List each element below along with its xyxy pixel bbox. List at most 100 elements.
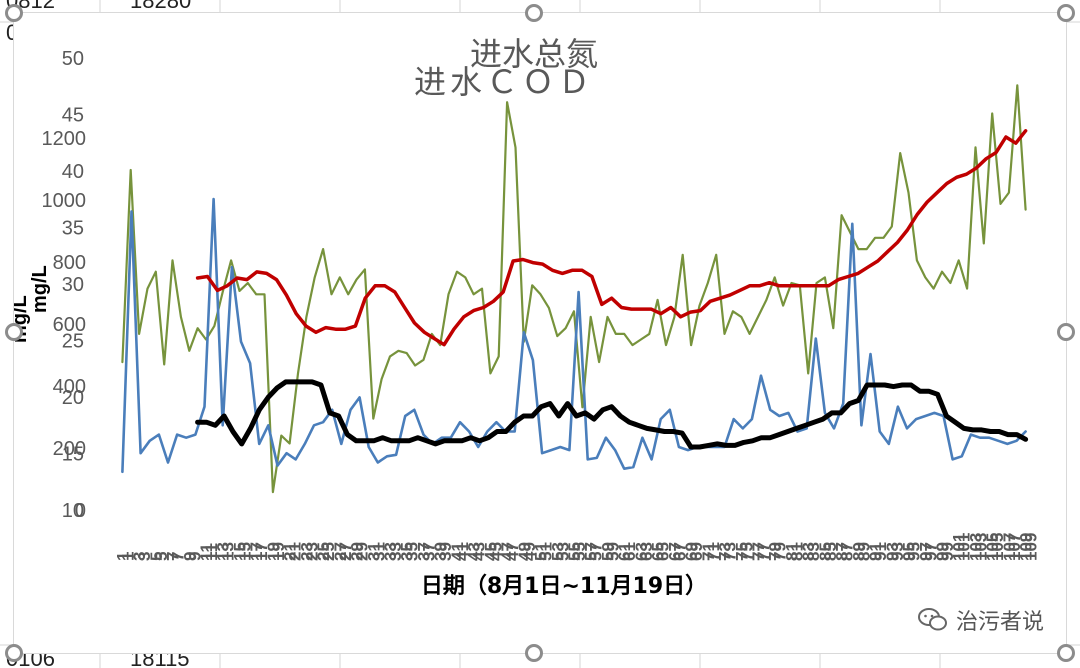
y-tick-cod: 800 <box>53 252 86 274</box>
resize-handle-middle-right[interactable] <box>1057 323 1075 341</box>
x-tick-label: 55 <box>565 542 584 561</box>
x-tick-label: 13 <box>214 542 233 561</box>
x-tick-label: 49 <box>515 542 534 561</box>
x-tick-label: 59 <box>603 542 622 561</box>
x-tick-label: 61 <box>620 542 639 561</box>
x-tick-label: 67 <box>670 542 689 561</box>
x-tick-label: 57 <box>582 542 601 561</box>
x-tick-label: 9 <box>180 552 199 561</box>
y-axis-label-cod: mg/L <box>29 265 51 313</box>
x-tick-label: 79 <box>771 542 790 561</box>
x-tick-label: 95 <box>905 542 924 561</box>
x-tick-label: 103 <box>966 533 985 561</box>
x-tick-label: 57 <box>587 542 606 561</box>
y-tick-total-nitrogen: 20 <box>62 387 84 409</box>
x-tick-label: 5 <box>152 552 171 561</box>
x-tick-label: 45 <box>481 542 500 561</box>
x-tick-label: 51 <box>532 542 551 561</box>
y-tick-total-nitrogen: 50 <box>62 48 84 70</box>
resize-handle-top-right[interactable] <box>1057 4 1075 22</box>
resize-handle-middle-left[interactable] <box>5 323 23 341</box>
x-tick-label: 1 <box>118 552 137 561</box>
chart-title-total-nitrogen: 进水总氮 <box>470 35 598 73</box>
x-tick-label: 53 <box>553 542 572 561</box>
x-tick-label: 71 <box>704 542 723 561</box>
x-tick-label: 37 <box>414 542 433 561</box>
x-tick-label: 19 <box>264 542 283 561</box>
x-tick-label: 59 <box>598 542 617 561</box>
x-tick-label: 81 <box>787 542 806 561</box>
x-tick-label: 101 <box>950 533 969 561</box>
y-tick-total-nitrogen: 30 <box>62 274 84 296</box>
x-tick-label: 71 <box>699 542 718 561</box>
x-tick-label: 39 <box>436 542 455 561</box>
y-tick-total-nitrogen: 15 <box>62 444 84 466</box>
x-tick-label: 85 <box>821 542 840 561</box>
resize-handle-bottom-center[interactable] <box>525 644 543 662</box>
y-tick-cod: 400 <box>53 376 86 398</box>
x-tick-label: 9 <box>185 552 204 561</box>
y-tick-total-nitrogen: 40 <box>62 161 84 183</box>
x-tick-label: 69 <box>687 542 706 561</box>
x-tick-label: 107 <box>1000 533 1019 561</box>
series-line-cod-average <box>195 129 1028 347</box>
y-tick-total-nitrogen: 45 <box>62 105 84 127</box>
x-tick-label: 21 <box>281 542 300 561</box>
x-tick-label: 79 <box>766 542 785 561</box>
resize-handle-top-center[interactable] <box>525 4 543 22</box>
x-tick-label: 67 <box>665 542 684 561</box>
x-tick-label: 91 <box>866 542 885 561</box>
x-axis-label: 日期（8月1日~11月19日） <box>421 574 707 599</box>
x-tick-label: 29 <box>348 542 367 561</box>
x-tick-label: 11 <box>202 543 221 561</box>
x-tick-label: 69 <box>682 542 701 561</box>
x-tick-label: 99 <box>938 542 957 561</box>
series-line-cod-daily <box>121 197 1027 474</box>
chart-area[interactable]: 进水总氮 进水ＣＯＤ 10 15 20 25 30 35 40 45 50 0 200 400 600 800… <box>14 13 1066 653</box>
x-tick-label: 87 <box>833 542 852 561</box>
x-tick-label: 41 <box>448 542 467 561</box>
chart-title-cod: 进水ＣＯＤ <box>414 63 594 101</box>
x-tick-label: 43 <box>470 542 489 561</box>
x-tick-label: 55 <box>570 542 589 561</box>
x-tick-label: 3 <box>130 552 149 561</box>
x-tick-label: 35 <box>403 542 422 561</box>
wechat-icon <box>917 608 947 631</box>
x-tick-label: 99 <box>933 542 952 561</box>
x-tick-label: 13 <box>219 542 238 561</box>
x-tick-label: 23 <box>302 542 321 561</box>
watermark: 治污者说 <box>917 604 1044 636</box>
x-tick-label: 15 <box>230 542 249 561</box>
x-tick-label: 61 <box>615 542 634 561</box>
x-tick-label: 25 <box>314 542 333 561</box>
x-tick-label: 41 <box>453 542 472 561</box>
chart-svg: 进水总氮进水ＣＯＤ1015202530354045500200400600800… <box>14 35 1041 599</box>
x-tick-label: 17 <box>252 542 271 561</box>
x-tick-label: 73 <box>721 542 740 561</box>
x-tick-label: 5 <box>147 552 166 561</box>
x-tick-label: 47 <box>498 542 517 561</box>
x-tick-label: 1 <box>113 552 132 561</box>
x-tick-label: 75 <box>737 542 756 561</box>
x-tick-label: 15 <box>235 542 254 561</box>
y-tick-cod: 1200 <box>42 128 87 150</box>
resize-handle-bottom-right[interactable] <box>1057 644 1075 662</box>
x-tick-label: 109 <box>1017 533 1036 561</box>
x-tick-label: 35 <box>398 542 417 561</box>
y-tick-total-nitrogen: 25 <box>62 331 84 353</box>
x-tick-label: 77 <box>749 542 768 561</box>
watermark-text: 治污者说 <box>955 610 1044 635</box>
y-tick-cod: 1000 <box>42 190 87 212</box>
y-tick-cod: 200 <box>53 438 86 460</box>
x-tick-label: 3 <box>135 552 154 561</box>
x-tick-label: 7 <box>164 552 183 561</box>
x-tick-label: 75 <box>732 542 751 561</box>
resize-handle-top-left[interactable] <box>5 4 23 22</box>
y-tick-total-nitrogen: 35 <box>62 218 84 240</box>
x-tick-label: 25 <box>319 542 338 561</box>
x-tick-label: 51 <box>537 542 556 561</box>
x-tick-label: 7 <box>169 552 188 561</box>
x-tick-label: 43 <box>465 542 484 561</box>
resize-handle-bottom-left[interactable] <box>5 644 23 662</box>
x-tick-label: 107 <box>1005 533 1024 561</box>
